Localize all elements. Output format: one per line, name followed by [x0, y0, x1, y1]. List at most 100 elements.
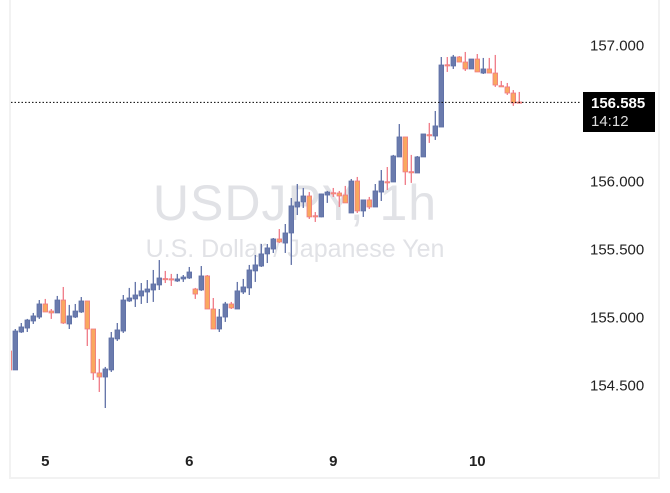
bullish-candle[interactable] [114, 329, 120, 340]
bullish-candle[interactable] [30, 315, 36, 322]
bullish-candle[interactable] [120, 299, 126, 332]
bullish-candle[interactable] [126, 297, 132, 302]
bearish-candle[interactable] [444, 64, 450, 67]
bullish-candle[interactable] [360, 199, 366, 212]
bearish-candle[interactable] [462, 61, 468, 70]
bullish-candle[interactable] [468, 58, 474, 70]
bullish-candle[interactable] [348, 180, 354, 214]
bearish-candle[interactable] [504, 86, 510, 94]
bullish-candle[interactable] [282, 232, 288, 244]
bearish-candle[interactable] [354, 180, 360, 212]
bullish-candle[interactable] [378, 180, 384, 193]
price-tick-label: 155.000 [590, 309, 645, 327]
bullish-candle[interactable] [24, 319, 30, 329]
bullish-candle[interactable] [198, 275, 204, 291]
bearish-candle[interactable] [486, 68, 492, 74]
bearish-candle[interactable] [96, 372, 102, 378]
bullish-candle[interactable] [72, 310, 78, 318]
bullish-candle[interactable] [132, 294, 138, 300]
bearish-candle[interactable] [90, 328, 96, 374]
bullish-candle[interactable] [288, 205, 294, 234]
bearish-candle[interactable] [228, 303, 234, 309]
time-tick-label: 6 [185, 453, 194, 470]
bullish-candle[interactable] [36, 303, 42, 318]
bullish-candle[interactable] [252, 264, 258, 272]
current-price-label: 156.585 14:12 [583, 92, 655, 133]
bearish-candle[interactable] [42, 303, 48, 313]
price-tick-label: 154.500 [590, 377, 645, 395]
bullish-candle[interactable] [150, 283, 156, 291]
bearish-candle[interactable] [204, 275, 210, 310]
bullish-candle[interactable] [450, 56, 456, 67]
bullish-candle[interactable] [222, 303, 228, 318]
bearish-candle[interactable] [330, 192, 336, 195]
bullish-candle[interactable] [102, 368, 108, 378]
bullish-candle[interactable] [294, 201, 300, 208]
bullish-candle[interactable] [186, 271, 192, 279]
bearish-candle[interactable] [192, 288, 198, 295]
bullish-candle[interactable] [54, 299, 60, 314]
bearish-candle[interactable] [474, 58, 480, 73]
bullish-candle[interactable] [372, 190, 378, 208]
bullish-candle[interactable] [414, 156, 420, 174]
bearish-candle[interactable] [384, 181, 390, 184]
bullish-candle[interactable] [174, 278, 180, 282]
bullish-candle[interactable] [138, 290, 144, 297]
bullish-candle[interactable] [390, 155, 396, 183]
bearish-candle[interactable] [60, 299, 66, 324]
bullish-candle[interactable] [324, 191, 330, 196]
candle-countdown: 14:12 [591, 113, 629, 131]
bearish-candle[interactable] [492, 72, 498, 86]
bullish-candle[interactable] [480, 68, 486, 74]
bearish-candle[interactable] [162, 278, 168, 281]
time-tick-label: 10 [468, 453, 486, 470]
bullish-candle[interactable] [438, 64, 444, 128]
time-tick-label: 5 [41, 453, 50, 470]
price-tick-label: 155.500 [590, 241, 645, 259]
bearish-candle[interactable] [84, 300, 90, 330]
bearish-candle[interactable] [510, 92, 516, 104]
bullish-candle[interactable] [78, 300, 84, 313]
bullish-candle[interactable] [156, 277, 162, 286]
bullish-candle[interactable] [180, 276, 186, 280]
bearish-candle[interactable] [48, 310, 54, 314]
bullish-candle[interactable] [234, 290, 240, 310]
bearish-candle[interactable] [306, 195, 312, 218]
bearish-candle[interactable] [366, 199, 372, 208]
bearish-candle[interactable] [210, 308, 216, 330]
chart-frame [9, 0, 660, 479]
bearish-candle[interactable] [408, 171, 414, 174]
bearish-candle[interactable] [168, 278, 174, 281]
bullish-candle[interactable] [432, 125, 438, 137]
price-tick-label: 156.000 [590, 173, 645, 191]
watermark-symbol: USDJPY, 1h [152, 175, 438, 231]
bearish-candle[interactable] [276, 238, 282, 243]
bullish-candle[interactable] [66, 315, 72, 325]
bullish-candle[interactable] [420, 133, 426, 158]
bullish-candle[interactable] [18, 326, 24, 333]
bearish-candle[interactable] [456, 56, 462, 63]
bullish-candle[interactable] [108, 337, 114, 371]
bearish-candle[interactable] [402, 136, 408, 173]
bearish-candle[interactable] [7, 350, 12, 371]
bullish-candle[interactable] [264, 247, 270, 255]
price-tick-label: 157.000 [590, 37, 645, 55]
bullish-candle[interactable] [240, 286, 246, 293]
bearish-candle[interactable] [426, 134, 432, 137]
bearish-candle[interactable] [312, 215, 318, 218]
bullish-candle[interactable] [270, 238, 276, 250]
bearish-candle[interactable] [336, 192, 342, 197]
time-tick-label: 9 [329, 453, 338, 470]
bearish-candle[interactable] [498, 85, 504, 88]
watermark-description: U.S. Dollar / Japanese Yen [145, 235, 445, 263]
bullish-candle[interactable] [216, 316, 222, 330]
bullish-candle[interactable] [318, 193, 324, 218]
bullish-candle[interactable] [246, 269, 252, 289]
bearish-candle[interactable] [342, 194, 348, 204]
bullish-candle[interactable] [300, 195, 306, 203]
bullish-candle[interactable] [144, 288, 150, 293]
bullish-candle[interactable] [396, 136, 402, 158]
bullish-candle[interactable] [12, 330, 18, 371]
bullish-candle[interactable] [258, 253, 264, 267]
